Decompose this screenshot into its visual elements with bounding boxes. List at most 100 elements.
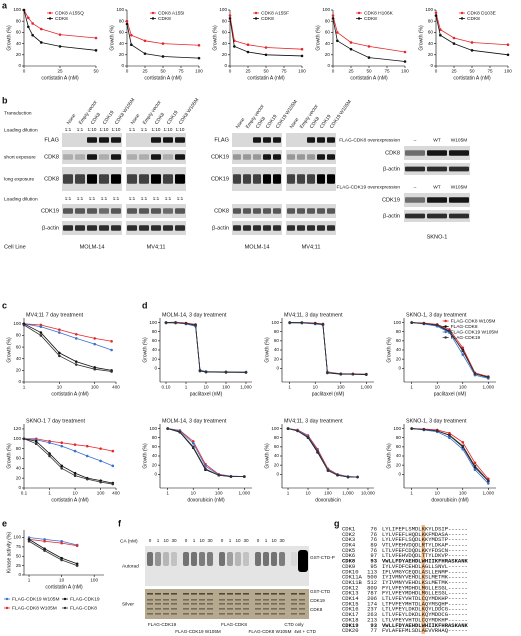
start-position: 76 <box>370 536 377 543</box>
blot-band <box>317 174 325 184</box>
blot-bg <box>232 150 282 164</box>
series-line <box>28 540 78 567</box>
y-tick-label: 40 <box>396 453 402 458</box>
silver-band <box>207 603 213 605</box>
data-point <box>58 331 61 334</box>
y-tick-label: 80 <box>16 18 22 23</box>
data-point <box>194 323 197 327</box>
x-tick-label: 1 <box>166 491 169 496</box>
dose-label: 0 <box>257 538 260 543</box>
data-point <box>39 27 43 31</box>
data-point <box>39 325 43 329</box>
silver-band <box>243 599 249 601</box>
legend-marker <box>444 325 447 328</box>
data-point <box>43 549 46 552</box>
silver-band <box>271 603 277 605</box>
data-point <box>85 444 89 448</box>
blot-band <box>163 208 173 214</box>
y-tick-label: 0 <box>430 63 433 68</box>
blot-band <box>287 154 295 160</box>
dilution-label: 1:1 <box>101 196 108 201</box>
x-tick-label: 0 <box>435 69 438 74</box>
y-tick-label: 40 <box>325 41 331 46</box>
row-label: CDK19 <box>41 208 59 214</box>
data-point <box>111 464 115 468</box>
x-tick-label: 1 <box>287 491 290 496</box>
silver-band <box>163 599 169 601</box>
x-tick-label: 100 <box>459 491 467 496</box>
blot-band <box>111 174 121 184</box>
x-tick-label: 1 <box>23 385 26 390</box>
data-point <box>403 60 407 63</box>
data-point <box>22 323 26 327</box>
y-tick-label: 20 <box>428 52 434 57</box>
data-point <box>346 475 350 479</box>
legend-label: FLAG-CDK19 W105M <box>451 329 498 335</box>
y-tick-label: 0 <box>398 366 401 371</box>
autorad-signal <box>263 552 269 566</box>
y-tick-label: 75 <box>16 544 22 549</box>
x-tick-label: 75 <box>281 69 287 74</box>
legend-label: FLAG-CDK8 W105M <box>12 605 57 611</box>
blot-band <box>127 154 137 160</box>
y-tick-label: 0 <box>18 379 21 384</box>
silver-band <box>219 608 225 610</box>
y-tick-label: 0 <box>18 572 21 577</box>
lane-label: None <box>66 113 78 126</box>
blot-band <box>75 208 85 214</box>
data-point <box>73 474 77 477</box>
x-tick-label: 1 <box>288 385 291 390</box>
silver-band <box>235 593 241 595</box>
data-point <box>99 459 102 463</box>
sequence: IYLVFDFCEHDLAGLLSNVL------ <box>382 563 468 570</box>
silver-band <box>235 613 241 615</box>
x-tick-label: 100 <box>298 69 306 74</box>
blot-band <box>111 208 121 214</box>
sequence: LTLVFEYVHTDLCQYMDKHP------ <box>382 616 468 623</box>
y-tick-label: 40 <box>152 347 158 352</box>
series-line <box>289 322 367 375</box>
y-tick-label: 100 <box>322 7 330 12</box>
data-point <box>60 467 64 470</box>
series-line <box>23 323 112 351</box>
series-line <box>287 428 358 478</box>
lane-label: None <box>130 113 142 126</box>
silver-band <box>147 593 153 595</box>
data-point <box>336 473 339 477</box>
y-axis-label: Growth (%) <box>142 337 148 363</box>
x-tick-label: 10 <box>435 385 441 390</box>
series-line <box>23 9 97 39</box>
silver-band <box>155 608 161 610</box>
y-tick-label: 20 <box>325 52 331 57</box>
legend-marker <box>444 319 447 323</box>
data-point <box>60 558 63 562</box>
data-point <box>461 346 465 350</box>
y-tick-label: 20 <box>274 462 280 467</box>
data-point <box>191 440 195 443</box>
y-tick-label: 0 <box>224 63 227 68</box>
y-tick-label: 0 <box>18 485 21 490</box>
y-tick-label: 80 <box>152 435 158 440</box>
y-tick-label: 80 <box>152 329 158 334</box>
lane-label: WT <box>433 137 441 143</box>
blot-band <box>163 225 173 231</box>
silver-band <box>227 599 233 601</box>
data-point <box>39 334 43 337</box>
blot-band <box>263 154 271 160</box>
y-tick-label: 100 <box>13 7 21 12</box>
data-point <box>356 475 359 479</box>
silver-band <box>235 608 241 610</box>
silver-band <box>291 608 297 610</box>
data-point <box>166 427 169 430</box>
legend-label: FLAG-CDK19 W105M <box>12 596 59 602</box>
data-point <box>75 562 79 566</box>
y-tick-label: 80 <box>325 18 331 23</box>
blot-band <box>75 174 85 184</box>
autorad-signal <box>191 552 197 566</box>
x-tick-label: 1 <box>28 578 31 583</box>
gel-band-label: CDK8 <box>310 607 323 612</box>
blot-band <box>253 174 261 184</box>
x-tick-label: 1,000 <box>483 491 495 496</box>
series-line <box>28 539 78 565</box>
series-line <box>332 18 406 62</box>
